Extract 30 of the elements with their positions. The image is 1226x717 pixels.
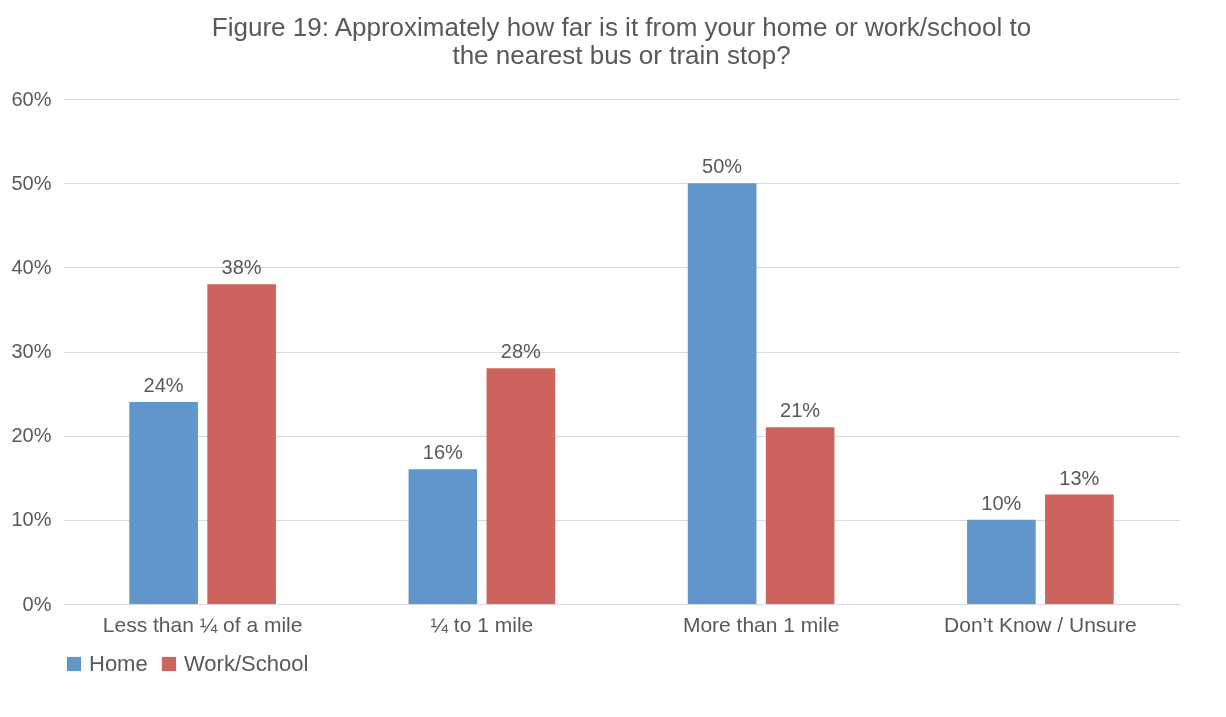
y-tick-label: 60%	[11, 87, 52, 110]
data-label: 50%	[702, 155, 743, 178]
x-tick-label: Less than ¼ of a mile	[102, 612, 303, 636]
data-label: 13%	[1059, 466, 1100, 489]
bar	[129, 402, 198, 604]
x-tick-label: ¼ to 1 mile	[430, 612, 534, 636]
y-tick-label: 40%	[11, 255, 52, 278]
x-tick-label: More than 1 mile	[682, 612, 840, 636]
x-tick-label: Don’t Know / Unsure	[944, 612, 1137, 636]
data-label: 38%	[221, 256, 262, 279]
data-label: 28%	[500, 340, 542, 363]
bar	[687, 183, 757, 604]
data-label: 10%	[981, 491, 1022, 514]
bar	[967, 519, 1036, 604]
bar	[207, 284, 276, 604]
legend-label: Work/School	[184, 651, 309, 676]
bar	[765, 427, 835, 604]
bar	[408, 469, 478, 604]
data-label: 24%	[143, 374, 184, 396]
y-tick-label: 10%	[11, 508, 52, 531]
data-label: 16%	[422, 441, 464, 464]
bar	[486, 368, 556, 604]
legend-label: Home	[89, 651, 148, 676]
bar	[1045, 494, 1114, 604]
data-label: 21%	[780, 399, 821, 422]
y-tick-label: 0%	[22, 592, 52, 615]
y-tick-label: 50%	[11, 171, 52, 194]
y-tick-label: 20%	[11, 424, 52, 447]
chart-title: Figure 19: Approximately how far is it from your home or work/school to the nearest bus or train stop?	[211, 12, 1032, 70]
y-tick-label: 30%	[11, 340, 52, 362]
